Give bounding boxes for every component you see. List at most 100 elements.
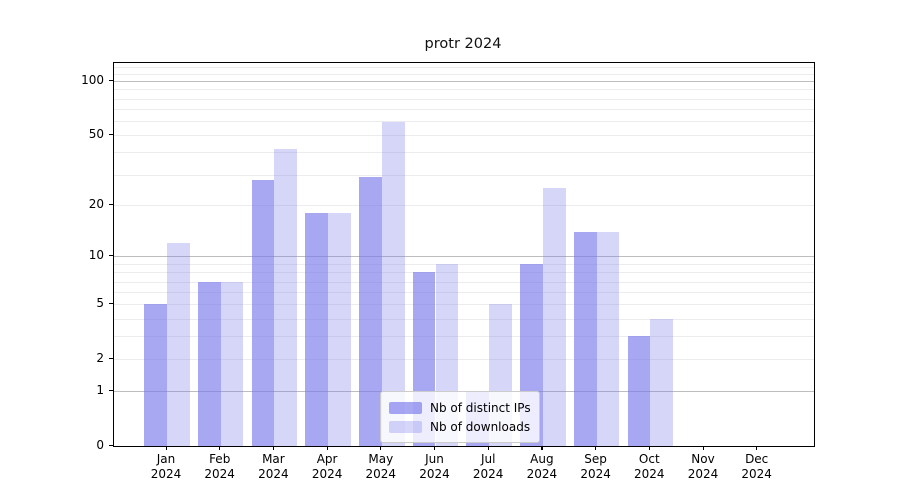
y-tick-label: 0 <box>96 438 104 452</box>
y-tick-label: 50 <box>88 127 104 142</box>
legend-entry: Nb of distinct IPs <box>389 398 531 417</box>
x-tick-month: Aug <box>530 452 554 466</box>
x-tick-year: 2024 <box>741 466 772 481</box>
bar-nb-of-distinct-ips-may <box>359 177 382 446</box>
x-tick-year: 2024 <box>634 466 665 481</box>
x-tick-mark <box>648 446 650 450</box>
bar-nb-of-downloads-oct <box>650 318 674 446</box>
bar-nb-of-downloads-may <box>381 122 405 446</box>
minor-gridline <box>114 121 814 122</box>
x-tick-month: Dec <box>745 452 769 466</box>
bar-nb-of-distinct-ips-sep <box>573 231 597 446</box>
bar-nb-of-downloads-jan <box>167 243 190 446</box>
x-tick-month: Apr <box>316 452 338 466</box>
minor-gridline <box>114 66 814 68</box>
y-tick-mark <box>109 389 113 391</box>
minor-gridline <box>114 73 814 75</box>
minor-gridline <box>114 174 814 176</box>
x-tick-mark <box>219 446 221 450</box>
legend-label: Nb of distinct IPs <box>430 400 531 415</box>
minor-gridline <box>114 152 814 154</box>
x-tick-mark <box>326 446 328 450</box>
x-tick-label: May 2024 <box>353 452 409 481</box>
x-tick-month: Oct <box>638 452 660 466</box>
minor-gridline <box>114 135 814 137</box>
bar-nb-of-distinct-ips-feb <box>197 281 221 446</box>
x-tick-year: 2024 <box>150 466 182 481</box>
bar-nb-of-downloads-apr <box>328 213 351 446</box>
x-tick-year: 2024 <box>204 466 235 481</box>
plot-area <box>113 62 815 447</box>
major-gridline <box>114 81 814 83</box>
bar-nb-of-downloads-aug <box>542 188 566 446</box>
minor-gridline <box>114 336 814 338</box>
x-tick-mark <box>380 446 382 450</box>
x-tick-month: May <box>368 452 394 466</box>
x-tick-year: 2024 <box>472 466 504 481</box>
legend-swatch <box>389 401 422 414</box>
major-gridline <box>114 256 814 258</box>
x-tick-month: Mar <box>262 452 285 466</box>
bar-nb-of-distinct-ips-apr <box>305 213 329 446</box>
minor-gridline <box>114 89 814 91</box>
x-tick-label: Dec 2024 <box>729 452 785 481</box>
x-tick-label: Sep 2024 <box>568 452 624 481</box>
bar-nb-of-downloads-sep <box>596 231 620 446</box>
legend-rows: Nb of distinct IPs Nb of downloads <box>389 398 531 436</box>
x-tick-month: Nov <box>691 452 715 466</box>
chart-title: protr 2024 <box>424 36 502 52</box>
y-tick-mark <box>109 254 113 257</box>
minor-gridline <box>114 109 814 110</box>
legend-label: Nb of downloads <box>430 419 531 434</box>
y-tick-label: 100 <box>81 73 104 88</box>
x-tick-year: 2024 <box>311 466 343 481</box>
y-tick-mark <box>109 133 113 135</box>
x-tick-label: Mar 2024 <box>245 452 301 481</box>
x-tick-year: 2024 <box>365 466 397 481</box>
x-tick-label: Jan 2024 <box>138 452 194 481</box>
x-tick-mark <box>595 446 597 450</box>
minor-gridline <box>114 292 814 294</box>
minor-gridline <box>114 318 814 320</box>
minor-gridline <box>114 263 814 265</box>
legend-swatch <box>389 420 422 433</box>
x-tick-month: Feb <box>209 452 231 466</box>
legend-entry: Nb of downloads <box>389 417 531 436</box>
y-tick-mark <box>109 79 113 81</box>
x-tick-year: 2024 <box>687 466 719 481</box>
x-tick-month: Sep <box>584 452 607 466</box>
x-tick-label: Jun 2024 <box>407 452 463 481</box>
y-tick-label: 20 <box>88 197 104 212</box>
bar-nb-of-distinct-ips-mar <box>251 179 275 446</box>
minor-gridline <box>114 272 814 274</box>
legend: Nb of distinct IPs Nb of downloads <box>380 391 540 443</box>
y-tick-label: 5 <box>96 296 104 311</box>
y-tick-mark <box>109 203 113 205</box>
x-tick-label: Feb 2024 <box>192 452 248 481</box>
bar-nb-of-distinct-ips-oct <box>627 336 651 446</box>
x-tick-mark <box>756 446 758 450</box>
x-tick-year: 2024 <box>580 466 611 481</box>
y-tick-mark <box>109 357 113 359</box>
x-tick-mark <box>487 446 489 450</box>
minor-gridline <box>114 304 814 306</box>
bar-nb-of-distinct-ips-jan <box>144 304 167 446</box>
minor-gridline <box>114 281 814 283</box>
minor-gridline <box>114 359 814 361</box>
x-tick-month: Jun <box>425 452 444 466</box>
x-tick-label: Aug 2024 <box>514 452 570 481</box>
x-tick-year: 2024 <box>526 466 558 481</box>
x-tick-label: Oct 2024 <box>621 452 677 481</box>
x-tick-month: Jan <box>156 452 176 466</box>
y-tick-label: 10 <box>88 248 104 263</box>
x-tick-year: 2024 <box>258 466 289 481</box>
y-tick-label: 2 <box>96 351 104 366</box>
minor-gridline <box>114 98 814 100</box>
y-tick-mark <box>109 302 113 304</box>
x-tick-label: Nov 2024 <box>675 452 731 481</box>
minor-gridline <box>114 205 814 207</box>
x-tick-mark <box>165 446 167 450</box>
x-tick-mark <box>702 446 704 450</box>
bar-nb-of-downloads-mar <box>274 148 298 446</box>
